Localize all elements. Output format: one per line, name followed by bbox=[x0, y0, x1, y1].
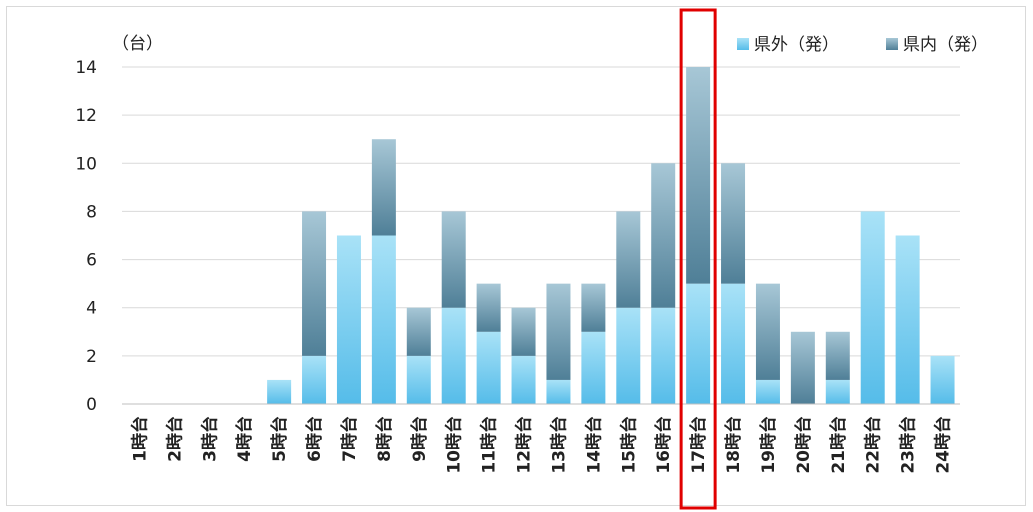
x-tick-label: 13時台 bbox=[548, 416, 569, 474]
x-tick-label: 1時台 bbox=[129, 416, 150, 462]
bar-prefecture-outside-7 bbox=[336, 235, 361, 404]
bars bbox=[267, 67, 955, 404]
bar-prefecture-inside-12 bbox=[511, 307, 536, 356]
chart-frame bbox=[6, 6, 1026, 506]
bar-prefecture-inside-16 bbox=[651, 163, 676, 308]
bar-prefecture-inside-13 bbox=[546, 283, 571, 380]
bar-prefecture-inside-20 bbox=[790, 331, 815, 404]
bar-prefecture-outside-15 bbox=[616, 307, 641, 404]
x-tick-label: 2時台 bbox=[164, 416, 185, 462]
bar-prefecture-outside-17 bbox=[686, 283, 711, 404]
bar-prefecture-inside-21 bbox=[825, 331, 850, 380]
bar-prefecture-inside-14 bbox=[581, 283, 606, 332]
bar-prefecture-inside-17 bbox=[686, 67, 711, 284]
x-tick-label: 17時台 bbox=[688, 416, 709, 474]
bar-prefecture-outside-24 bbox=[930, 355, 955, 404]
x-tick-label: 12時台 bbox=[514, 416, 535, 474]
x-tick-label: 11時台 bbox=[479, 416, 500, 474]
bar-prefecture-outside-13 bbox=[546, 379, 571, 404]
bar-prefecture-inside-18 bbox=[721, 163, 746, 284]
bar-prefecture-outside-6 bbox=[302, 355, 327, 404]
bar-prefecture-outside-9 bbox=[406, 355, 431, 404]
x-tick-label: 6時台 bbox=[304, 416, 325, 462]
bar-prefecture-outside-23 bbox=[895, 235, 920, 404]
y-tick-label: 0 bbox=[86, 395, 97, 415]
bar-prefecture-outside-18 bbox=[721, 283, 746, 404]
legend: 県外（発） 県内（発） bbox=[737, 35, 988, 55]
bar-prefecture-inside-19 bbox=[755, 283, 780, 380]
x-tick-label: 15時台 bbox=[618, 416, 639, 474]
bar-prefecture-outside-16 bbox=[651, 307, 676, 404]
y-tick-label: 8 bbox=[86, 202, 97, 222]
bar-prefecture-outside-8 bbox=[371, 235, 396, 404]
y-tick-label: 12 bbox=[75, 106, 97, 126]
bar-prefecture-inside-6 bbox=[302, 211, 327, 356]
bar-prefecture-inside-8 bbox=[371, 139, 396, 236]
bar-prefecture-outside-19 bbox=[755, 379, 780, 404]
bar-prefecture-inside-15 bbox=[616, 211, 641, 308]
x-tick-label: 14時台 bbox=[583, 416, 604, 474]
bar-prefecture-outside-14 bbox=[581, 331, 606, 404]
bar-prefecture-outside-21 bbox=[825, 379, 850, 404]
gridlines bbox=[122, 66, 960, 357]
x-tick-label: 10時台 bbox=[444, 416, 465, 474]
legend-swatch-prefecture-outside bbox=[737, 38, 749, 50]
axes: 0 2 4 6 8 10 12 14 1時台 2時台 3時台 4時台 5時台 6時台 7時台 8時台 9時台 10… bbox=[75, 58, 960, 474]
x-tick-label: 4時台 bbox=[234, 416, 255, 462]
y-unit-label: （台） bbox=[112, 34, 163, 54]
bar-prefecture-outside-22 bbox=[860, 211, 885, 404]
bar-prefecture-inside-10 bbox=[441, 211, 466, 308]
bar-prefecture-outside-11 bbox=[476, 331, 501, 404]
bar-prefecture-outside-10 bbox=[441, 307, 466, 404]
x-tick-label: 7時台 bbox=[339, 416, 360, 462]
bar-prefecture-inside-9 bbox=[406, 307, 431, 356]
x-tick-label: 9時台 bbox=[409, 416, 430, 462]
legend-swatch-prefecture-inside bbox=[886, 38, 898, 50]
x-tick-label: 3時台 bbox=[199, 416, 220, 462]
bar-prefecture-outside-12 bbox=[511, 355, 536, 404]
x-tick-label: 21時台 bbox=[828, 416, 849, 474]
highlight-box bbox=[679, 8, 717, 510]
x-tick-label: 18時台 bbox=[723, 416, 744, 474]
y-tick-label: 2 bbox=[86, 347, 97, 367]
legend-label-prefecture-outside: 県外（発） bbox=[754, 35, 839, 55]
x-tick-label: 20時台 bbox=[793, 416, 814, 474]
y-tick-label: 6 bbox=[86, 251, 97, 271]
x-tick-label: 23時台 bbox=[898, 416, 919, 474]
x-tick-label: 16時台 bbox=[653, 416, 674, 474]
legend-label-prefecture-inside: 県内（発） bbox=[903, 35, 988, 55]
x-tick-label: 19時台 bbox=[758, 416, 779, 474]
x-tick-label: 8時台 bbox=[374, 416, 395, 462]
x-tick-label: 5時台 bbox=[269, 416, 290, 462]
y-tick-label: 10 bbox=[75, 154, 97, 174]
y-tick-label: 14 bbox=[75, 58, 97, 78]
y-tick-label: 4 bbox=[86, 299, 97, 319]
x-tick-label: 22時台 bbox=[863, 416, 884, 474]
x-tick-label: 24時台 bbox=[933, 416, 954, 474]
bar-prefecture-inside-11 bbox=[476, 283, 501, 332]
highlight-box-layer bbox=[679, 8, 717, 510]
bar-prefecture-outside-5 bbox=[267, 379, 292, 404]
